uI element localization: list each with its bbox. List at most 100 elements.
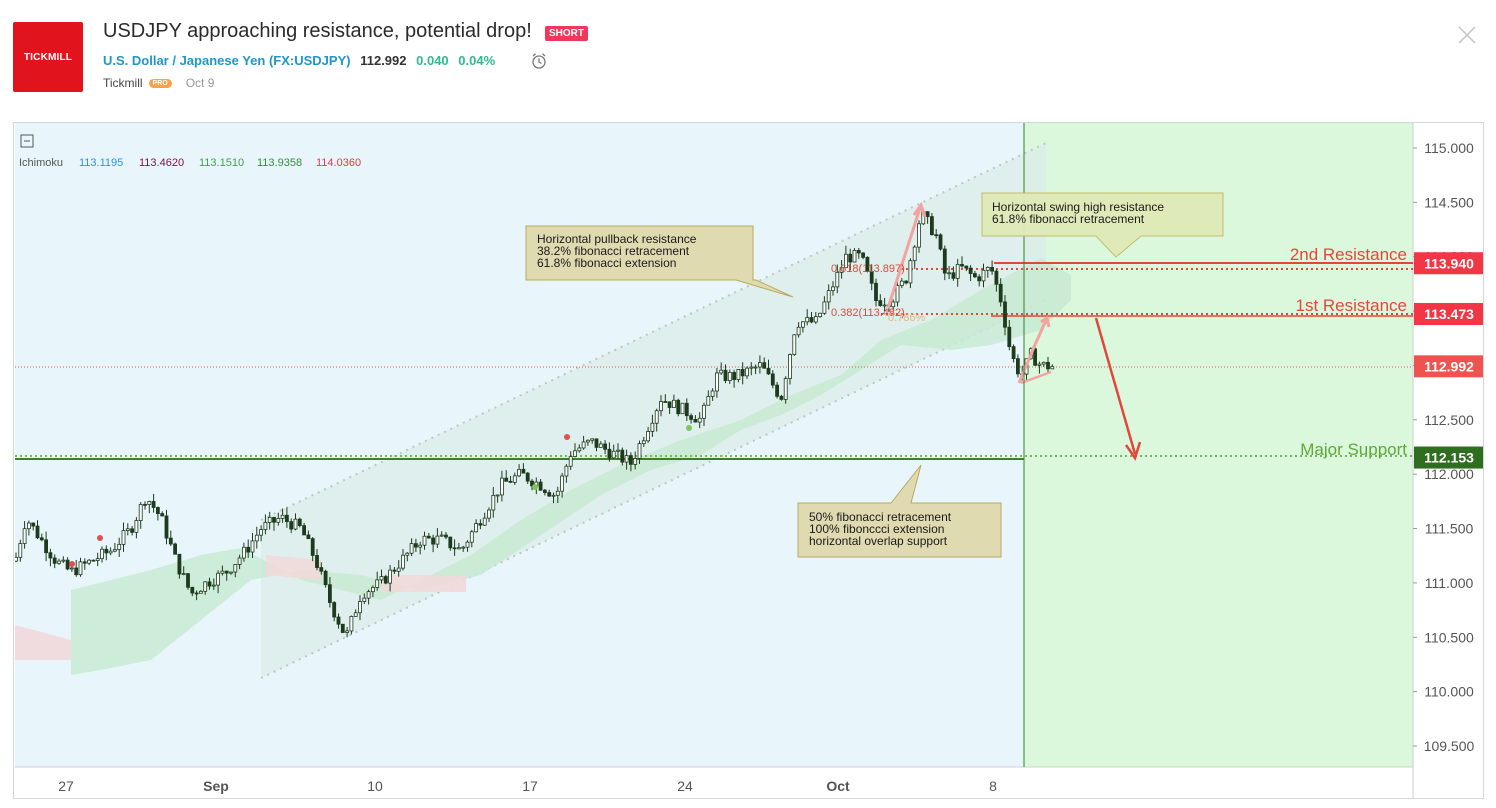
candle-body <box>259 529 264 536</box>
candle-body <box>198 590 203 594</box>
price-label-text: 113.940 <box>1424 255 1474 271</box>
candle-body <box>568 456 573 467</box>
candle-body <box>620 449 625 463</box>
candle-body <box>134 520 139 533</box>
fib-label-0382: 0.382(113.482) <box>831 307 905 319</box>
signal-dot <box>686 425 692 431</box>
forecast-arrow <box>1094 317 1137 455</box>
candle-body <box>693 419 698 423</box>
chart-panel[interactable]: 0.618(113.897) 0.382(113.482) 0.786% 2nd… <box>13 122 1484 799</box>
signal-dot <box>69 561 75 567</box>
candle-body <box>1046 361 1050 370</box>
candle-body <box>917 223 921 248</box>
candle-body <box>147 501 152 505</box>
candle-body <box>181 573 186 575</box>
candle-body <box>633 458 638 465</box>
price-label-box <box>1414 446 1483 469</box>
candle-body <box>732 372 736 380</box>
candle-body <box>942 248 947 274</box>
candle-body <box>35 525 40 539</box>
candle-body <box>125 528 130 531</box>
candle-body <box>241 546 246 559</box>
candle-body <box>319 567 324 572</box>
candle-body <box>719 369 724 374</box>
candle-body <box>955 263 960 279</box>
candle-body <box>607 448 612 459</box>
candle-body <box>977 276 982 282</box>
candle-body <box>491 494 496 511</box>
candle-body <box>474 523 479 533</box>
candle-body <box>801 321 805 328</box>
candle-body <box>207 581 212 587</box>
candle-body <box>891 301 896 308</box>
symbol-ticker[interactable]: FX:USDJPY <box>273 53 347 68</box>
pattern-arrow-up-1 <box>886 201 927 309</box>
author-row: Tickmill PRO Oct 9 <box>103 76 214 90</box>
candle-body <box>100 548 104 560</box>
candle-body <box>878 300 883 306</box>
candle-body <box>336 616 341 625</box>
tickmill-logo[interactable]: TICKMILL <box>13 22 83 92</box>
callout-support[interactable]: 50% fibonacci retracement 100% fibonccci… <box>797 464 1002 558</box>
time-axis-ticks: 27 Sep 10 17 24 Oct 8 <box>58 778 997 794</box>
candle-body <box>366 591 371 599</box>
candle-body <box>753 366 758 369</box>
indicator-value: 113.9358 <box>257 157 302 169</box>
callout-pullback-line3: 61.8% fibonacci extension <box>537 256 676 270</box>
candle-body <box>573 450 577 457</box>
candle-body <box>530 480 534 487</box>
candle-body <box>964 265 969 269</box>
candle-body <box>284 514 289 523</box>
last-price: 112.992 <box>360 53 407 68</box>
author-name[interactable]: Tickmill <box>103 76 143 90</box>
candle-body <box>947 272 951 275</box>
candle-body <box>749 366 754 369</box>
candle-body <box>856 250 861 254</box>
candle-body <box>831 286 835 291</box>
candle-body <box>280 514 285 519</box>
x-tick-label: 24 <box>677 778 693 794</box>
candle-body <box>91 559 96 562</box>
candle-body <box>869 270 874 284</box>
price-label-box <box>1414 355 1483 378</box>
candle-body <box>985 267 990 271</box>
chart-svg[interactable]: 0.618(113.897) 0.382(113.482) 0.786% 2nd… <box>14 123 1483 798</box>
candle-body <box>555 490 560 496</box>
candle-body <box>379 576 384 581</box>
candle-body <box>168 537 173 545</box>
candle-body <box>844 253 848 269</box>
x-tick-label: Sep <box>203 778 229 794</box>
candle-body <box>538 481 543 491</box>
symbol-name[interactable]: U.S. Dollar / Japanese Yen ( <box>103 53 274 68</box>
y-tick-label: 109.500 <box>1424 738 1475 754</box>
candle-body <box>362 597 367 602</box>
candle-body <box>224 570 229 574</box>
second-resistance-label: 2nd Resistance <box>1290 245 1407 264</box>
collapse-square-icon[interactable] <box>20 134 34 148</box>
time-axis[interactable] <box>15 767 1413 798</box>
y-tick-label: 115.000 <box>1424 140 1474 156</box>
indicator-value: 113.4620 <box>139 157 184 169</box>
candle-body <box>766 367 771 375</box>
candle-body <box>289 521 294 530</box>
candle-body <box>78 561 83 576</box>
candle-body <box>375 579 380 588</box>
candle-body <box>650 422 655 432</box>
candle-body <box>517 468 521 477</box>
candle-body <box>138 503 143 521</box>
candle-body <box>57 560 61 564</box>
indicator-name[interactable]: Ichimoku <box>19 157 63 169</box>
candle-body <box>211 584 216 587</box>
candle-body <box>951 272 956 279</box>
indicator-value: 113.1510 <box>199 157 244 169</box>
candle-body <box>981 269 986 282</box>
candle-body <box>796 326 801 336</box>
callout-swing[interactable]: Horizontal swing high resistance 61.8% f… <box>981 192 1224 258</box>
alarm-clock-icon[interactable] <box>530 52 548 70</box>
callout-pullback-line1: Horizontal pullback resistance <box>537 232 697 246</box>
callout-pullback[interactable]: Horizontal pullback resistance 38.2% fib… <box>525 225 794 298</box>
candle-body <box>788 354 792 379</box>
price-change-pct: 0.04% <box>458 53 496 68</box>
indicator-value: 114.0360 <box>316 157 361 169</box>
close-icon[interactable] <box>1456 24 1478 46</box>
